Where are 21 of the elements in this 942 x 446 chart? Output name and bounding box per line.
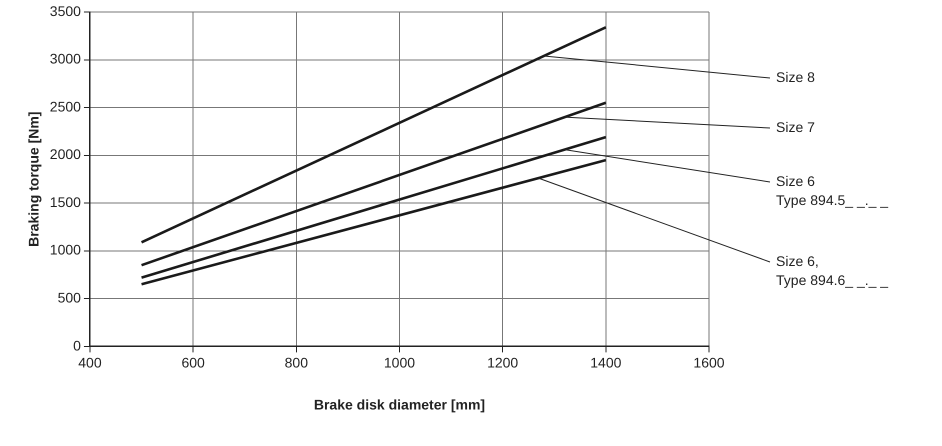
- y-tick-label: 3000: [50, 50, 82, 67]
- x-tick-label: 400: [78, 354, 102, 371]
- x-tick-label: 600: [181, 354, 206, 371]
- y-tick-label: 2500: [50, 98, 82, 114]
- y-tick-label: 2000: [50, 146, 82, 162]
- y-tick-label: 500: [58, 289, 82, 306]
- x-tick-label: 1400: [590, 354, 622, 371]
- x-tick-label: 1600: [693, 354, 725, 371]
- x-tick-label: 800: [284, 354, 308, 371]
- annotation: Size 8: [776, 68, 816, 85]
- y-tick-label: 0: [73, 337, 82, 354]
- annotation: Size 6 Type 894.5_ _._ _: [776, 172, 888, 208]
- annotation: Size 6, Type 894.6_ _._ _: [776, 252, 888, 288]
- x-axis-title: Brake disk diameter [mm]: [314, 396, 486, 412]
- x-tick-label: 1000: [384, 354, 416, 371]
- y-tick-label: 1500: [50, 194, 82, 210]
- x-tick-label: 1200: [487, 354, 518, 371]
- y-tick-label: 1000: [50, 242, 82, 258]
- annotation: Size 7: [776, 118, 816, 135]
- y-axis-title: Braking torque [Nm]: [25, 112, 42, 247]
- y-tick-label: 3500: [50, 2, 82, 19]
